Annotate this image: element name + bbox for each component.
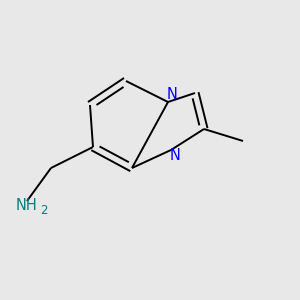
Text: 2: 2 [40, 204, 48, 218]
Text: NH: NH [16, 198, 38, 213]
Text: N: N [170, 148, 181, 163]
Text: N: N [166, 87, 177, 102]
